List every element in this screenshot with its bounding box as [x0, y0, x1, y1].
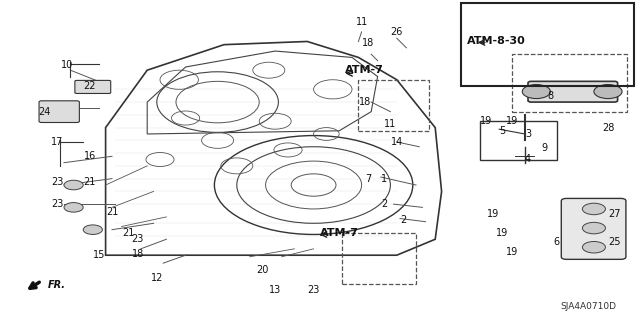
Text: 17: 17 [51, 137, 64, 147]
Text: 19: 19 [496, 228, 509, 238]
Circle shape [594, 85, 622, 99]
Text: 1: 1 [381, 174, 387, 184]
Text: 11: 11 [384, 119, 397, 130]
Text: 19: 19 [480, 116, 493, 126]
Text: 21: 21 [106, 207, 118, 217]
Text: 14: 14 [390, 137, 403, 147]
Text: 6: 6 [554, 237, 560, 248]
Text: 26: 26 [390, 27, 403, 37]
FancyBboxPatch shape [75, 80, 111, 93]
Text: 19: 19 [506, 247, 518, 257]
Text: ATM-7: ATM-7 [346, 65, 384, 75]
Text: 7: 7 [365, 174, 371, 184]
Text: 2: 2 [400, 215, 406, 225]
FancyBboxPatch shape [528, 81, 618, 102]
Text: 13: 13 [269, 285, 282, 295]
Text: 18: 18 [362, 38, 374, 48]
Circle shape [64, 203, 83, 212]
Text: 19: 19 [486, 209, 499, 219]
FancyBboxPatch shape [39, 101, 79, 122]
Text: 28: 28 [602, 122, 614, 133]
Text: 15: 15 [93, 250, 106, 260]
Text: 9: 9 [541, 143, 547, 153]
Text: 24: 24 [38, 107, 51, 117]
Text: 23: 23 [131, 234, 144, 244]
Text: 23: 23 [307, 285, 320, 295]
Text: 20: 20 [256, 264, 269, 275]
Text: 21: 21 [122, 228, 134, 238]
Text: 3: 3 [525, 129, 531, 139]
Text: 11: 11 [355, 17, 368, 27]
Circle shape [83, 225, 102, 234]
Text: 12: 12 [150, 272, 163, 283]
Text: 16: 16 [83, 151, 96, 161]
Text: 27: 27 [608, 209, 621, 219]
Text: 18: 18 [358, 97, 371, 107]
FancyBboxPatch shape [561, 198, 626, 259]
Text: 25: 25 [608, 237, 621, 248]
Text: 21: 21 [83, 177, 96, 187]
Text: 23: 23 [51, 177, 64, 187]
Text: FR.: FR. [48, 279, 66, 290]
Text: 23: 23 [51, 199, 64, 209]
Text: 8: 8 [547, 91, 554, 101]
Text: 10: 10 [61, 60, 74, 70]
Text: SJA4A0710D: SJA4A0710D [561, 302, 617, 311]
Circle shape [582, 241, 605, 253]
Circle shape [64, 180, 83, 190]
Text: 18: 18 [131, 249, 144, 259]
Text: 19: 19 [506, 116, 518, 126]
Text: ATM-8-30: ATM-8-30 [467, 36, 525, 47]
Text: 5: 5 [499, 126, 506, 136]
Text: ATM-7: ATM-7 [320, 228, 358, 238]
Text: 2: 2 [381, 199, 387, 209]
Circle shape [582, 203, 605, 215]
Text: 22: 22 [83, 81, 96, 91]
Circle shape [582, 222, 605, 234]
Text: 4: 4 [525, 154, 531, 165]
Circle shape [522, 85, 550, 99]
